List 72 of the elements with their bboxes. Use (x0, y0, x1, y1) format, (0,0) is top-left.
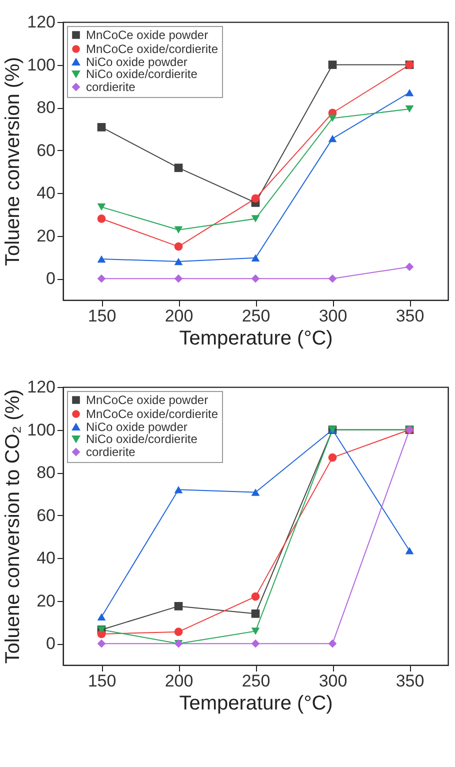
point (97, 123, 106, 132)
x-tick-label: 350 (396, 672, 424, 690)
x-tick-label: 150 (88, 672, 116, 690)
x-tick-label: 200 (164, 672, 194, 690)
point (174, 242, 183, 251)
legend-label: MnCoCe oxide powder (86, 393, 208, 407)
x-tick-label: 150 (88, 306, 116, 326)
legend-label: cordierite (86, 445, 136, 459)
point (405, 105, 414, 113)
y-tick-label: 40 (36, 184, 56, 203)
point (251, 628, 260, 635)
legend-label: NiCo oxide/cordierite (86, 67, 198, 81)
point (174, 164, 183, 172)
point (251, 488, 260, 496)
x-axis-title: Temperature (°C) (179, 692, 333, 714)
y-tick-label: 20 (36, 226, 56, 246)
point (174, 486, 183, 494)
point (328, 453, 337, 462)
x-tick-label: 300 (318, 306, 348, 326)
point (174, 258, 183, 266)
point (328, 639, 337, 648)
y-tick-label: 40 (36, 548, 56, 568)
x-tick-label: 250 (242, 306, 270, 326)
point (405, 88, 414, 96)
y-tick-label: 60 (36, 506, 56, 525)
y-tick-label: 120 (27, 12, 56, 32)
point (251, 274, 260, 283)
legend-label: cordierite (86, 80, 136, 94)
x-tick-label: 300 (318, 672, 348, 690)
point (251, 609, 260, 618)
legend-label: NiCo oxide powder (86, 420, 188, 434)
x-tick-label: 200 (164, 306, 194, 326)
x-axis-title: Temperature (°C) (179, 328, 333, 350)
point (97, 214, 106, 223)
point (97, 274, 106, 283)
x-tick-label: 250 (242, 672, 270, 690)
point (174, 628, 183, 636)
point (251, 254, 260, 262)
legend-label: MnCoCe oxide powder (86, 28, 208, 42)
point (328, 274, 337, 283)
point (97, 203, 106, 211)
y-tick-label: 80 (36, 463, 56, 482)
y-tick-label: 0 (46, 269, 56, 288)
point (328, 114, 337, 122)
point (251, 592, 260, 601)
point (405, 546, 414, 554)
point (174, 602, 183, 610)
y-tick-label: 0 (46, 634, 56, 654)
point (251, 215, 260, 222)
point (174, 226, 183, 234)
y-axis-title: Toluene conversion (%) (2, 57, 24, 266)
y-tick-label: 120 (27, 378, 56, 396)
y-tick-label: 20 (36, 591, 56, 610)
y-tick-label: 60 (36, 140, 56, 160)
y-axis-title: Toluene conversion to CO₂ (%) (2, 389, 24, 664)
point (251, 639, 260, 648)
y-tick-label: 80 (36, 98, 56, 118)
point (328, 134, 337, 142)
point (405, 262, 414, 272)
legend-label: NiCo oxide powder (86, 55, 188, 69)
point (97, 255, 106, 263)
point (97, 613, 106, 621)
legend-label: MnCoCe oxide/cordierite (86, 407, 218, 421)
y-tick-label: 100 (27, 55, 56, 74)
point (251, 194, 260, 203)
point (97, 639, 106, 648)
point (328, 60, 337, 69)
legend-label: NiCo oxide/cordierite (86, 432, 198, 446)
point (174, 274, 183, 283)
y-tick-label: 100 (27, 420, 56, 440)
legend-label: MnCoCe oxide/cordierite (86, 42, 218, 56)
x-tick-label: 350 (396, 306, 424, 326)
